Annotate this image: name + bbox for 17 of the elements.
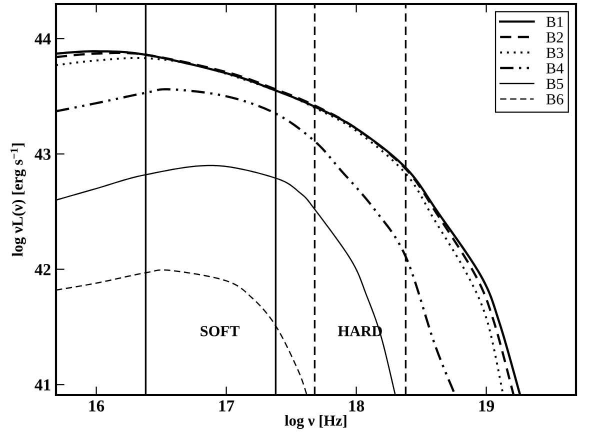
legend-label: B6 xyxy=(546,94,564,104)
x-tick-label: 19 xyxy=(479,400,494,412)
x-axis-title: log ν [Hz] xyxy=(284,414,346,429)
x-tick-label: 18 xyxy=(349,400,364,412)
x-tick-label: 16 xyxy=(89,400,104,412)
annotation: SOFT xyxy=(200,326,240,336)
x-tick-label: 17 xyxy=(219,400,234,412)
y-axis-title: log νL(ν) [erg s$^{−1}$] xyxy=(10,144,26,256)
legend-label: B4 xyxy=(546,63,564,74)
y-tick-label: 41 xyxy=(34,379,50,390)
legend-label: B1 xyxy=(546,16,563,27)
y-tick-label: 43 xyxy=(34,148,51,160)
legend-label: B5 xyxy=(546,78,564,89)
y-tick-label: 44 xyxy=(34,33,51,44)
legend-label: B3 xyxy=(546,48,564,58)
legend-label: B2 xyxy=(546,32,563,42)
y-tick-label: 42 xyxy=(34,264,50,276)
